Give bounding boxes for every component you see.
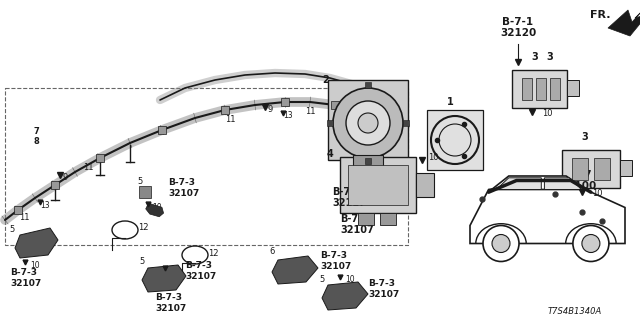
Polygon shape [497, 178, 541, 189]
Text: B-7-3: B-7-3 [340, 214, 369, 224]
Text: B-7: B-7 [572, 170, 591, 180]
Text: 2: 2 [323, 75, 330, 85]
Circle shape [346, 101, 390, 145]
Bar [221, 106, 229, 114]
Text: 13: 13 [40, 201, 50, 210]
Text: 9: 9 [62, 173, 68, 182]
Text: 32107: 32107 [155, 304, 186, 313]
Circle shape [582, 235, 600, 252]
Text: 32100: 32100 [560, 181, 596, 191]
Circle shape [483, 226, 519, 261]
Text: 7: 7 [33, 127, 39, 137]
Circle shape [333, 88, 403, 158]
Text: 10: 10 [542, 109, 552, 118]
Bar [416, 173, 434, 197]
Text: T7S4B1340A: T7S4B1340A [548, 308, 602, 316]
Text: B-7-3: B-7-3 [368, 279, 395, 288]
Polygon shape [322, 282, 368, 310]
Circle shape [573, 226, 609, 261]
Text: B-7-3: B-7-3 [155, 293, 182, 302]
Text: 32107: 32107 [185, 272, 216, 281]
Bar [620, 160, 632, 176]
Text: 10: 10 [592, 189, 602, 198]
Text: 32120: 32120 [500, 28, 536, 38]
Bar [96, 154, 104, 162]
Text: B-7-3: B-7-3 [185, 261, 212, 270]
Bar [562, 150, 620, 188]
Bar [14, 206, 22, 214]
Polygon shape [492, 176, 586, 189]
Text: 3: 3 [532, 52, 538, 62]
Polygon shape [142, 265, 186, 292]
Circle shape [358, 113, 378, 133]
Bar [340, 157, 416, 213]
Text: 5: 5 [10, 226, 15, 235]
Bar [567, 80, 579, 96]
Bar [594, 158, 610, 180]
Text: B-7-3: B-7-3 [10, 268, 37, 277]
Text: 11: 11 [305, 108, 316, 116]
Polygon shape [146, 203, 164, 217]
Text: 10: 10 [152, 203, 162, 212]
Text: 5: 5 [140, 258, 145, 267]
Bar [512, 70, 567, 108]
Text: 32107: 32107 [168, 189, 199, 198]
Circle shape [492, 235, 510, 252]
Text: 4: 4 [326, 149, 333, 159]
Polygon shape [545, 178, 582, 189]
Bar [572, 158, 588, 180]
Text: 10: 10 [30, 260, 40, 269]
Text: B-7-3: B-7-3 [320, 251, 347, 260]
Text: 32117: 32117 [332, 198, 365, 208]
Polygon shape [15, 228, 58, 258]
Text: 11: 11 [19, 213, 29, 222]
Text: 3: 3 [582, 132, 588, 142]
Polygon shape [272, 256, 318, 284]
Bar [158, 126, 166, 134]
Text: B-7-3: B-7-3 [168, 178, 195, 187]
Text: 11: 11 [385, 124, 396, 132]
Bar [427, 110, 483, 170]
Text: 9: 9 [268, 106, 273, 115]
Bar [353, 155, 383, 173]
Polygon shape [470, 185, 625, 244]
Bar [348, 165, 408, 205]
Text: B-7-1: B-7-1 [502, 17, 534, 27]
Text: 10: 10 [170, 266, 180, 275]
Bar [358, 213, 374, 225]
Bar [51, 181, 59, 189]
Bar [381, 114, 389, 122]
Bar [139, 186, 151, 198]
Bar [328, 80, 408, 160]
Bar [550, 78, 560, 100]
Text: 32107: 32107 [340, 225, 374, 235]
Text: 3: 3 [547, 52, 554, 62]
Bar [536, 78, 546, 100]
Text: 1: 1 [447, 97, 453, 107]
Polygon shape [608, 8, 640, 36]
Bar [281, 98, 289, 106]
Text: 11: 11 [83, 164, 93, 172]
Bar [522, 78, 532, 100]
Text: 5: 5 [138, 178, 143, 187]
Bar [331, 101, 339, 109]
Text: 32107: 32107 [320, 262, 351, 271]
Text: 6: 6 [269, 247, 275, 257]
Text: 10: 10 [345, 275, 355, 284]
Text: 11: 11 [225, 116, 236, 124]
Text: 10: 10 [428, 154, 438, 163]
Text: 12: 12 [208, 249, 218, 258]
Bar [380, 213, 396, 225]
Text: 5: 5 [319, 276, 324, 284]
Text: 8: 8 [33, 138, 39, 147]
Text: 12: 12 [138, 223, 148, 233]
Text: FR.: FR. [590, 10, 611, 20]
Text: B-7-2: B-7-2 [332, 187, 361, 197]
Text: 32107: 32107 [368, 290, 399, 299]
Text: 32107: 32107 [10, 279, 41, 288]
Text: 13: 13 [283, 111, 293, 121]
